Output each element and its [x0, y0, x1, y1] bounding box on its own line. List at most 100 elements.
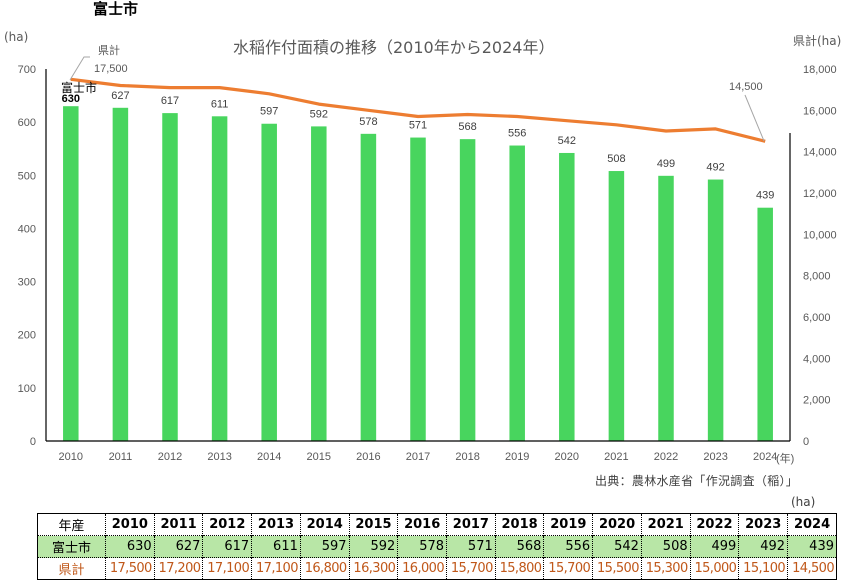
table-cell: 15,000 [689, 557, 739, 580]
table-cell: 15,100 [738, 557, 788, 580]
left-y-tick-label: 0 [30, 436, 36, 448]
table-cell: 17,200 [153, 557, 203, 580]
table-cell: 17,100 [251, 557, 301, 580]
table-year-header: 2016 [397, 513, 447, 536]
x-tick-label: 2022 [654, 451, 678, 463]
x-tick-label: 2014 [257, 451, 281, 463]
bar-value-label: 630 [62, 93, 80, 105]
chart-title: 水稲作付面積の推移（2010年から2024年） [233, 38, 555, 57]
table-cell: 15,800 [494, 557, 544, 580]
table-row-prefecture: 県計 17,500 17,200 17,100 17,100 16,800 16,300 1… [37, 557, 837, 580]
right-y-tick-label: 16,000 [803, 105, 837, 117]
table-cell: 571 [446, 535, 496, 558]
bar-value-label: 556 [508, 128, 526, 140]
table-cell: 630 [105, 535, 155, 558]
leader-line-last [744, 94, 765, 142]
bar-value-label: 542 [558, 135, 576, 147]
right-y-tick-label: 10,000 [803, 229, 837, 241]
table-year-header: 2022 [689, 513, 739, 536]
right-y-tick-label: 6,000 [803, 312, 831, 324]
x-tick-label: 2021 [604, 451, 628, 463]
left-y-tick-label: 200 [18, 330, 36, 342]
table-cell: 439 [787, 535, 837, 558]
data-table: 年産 2010 2011 2012 2013 2014 2015 2016 2017 2018 2… [37, 513, 837, 580]
right-y-tick-label: 0 [803, 436, 809, 448]
bar-2013 [211, 116, 228, 441]
source-note: 出典：農林水産省「作況調査（稲）」 [595, 474, 799, 488]
bar-value-label: 611 [211, 98, 229, 110]
line-series-label: 県計 [98, 43, 120, 57]
table-header-label: 年産 [37, 513, 106, 536]
table-cell: 592 [348, 535, 398, 558]
bar-value-label: 597 [260, 106, 278, 118]
bar-2011 [112, 107, 129, 442]
x-axis-ticks: 2010 2011 2012 2013 2014 2015 2016 2017 2018 2019… [59, 451, 778, 463]
bar-value-label: 492 [706, 162, 724, 174]
bar-2014 [261, 123, 277, 441]
table-cell: 16,800 [299, 557, 350, 580]
left-y-tick-label: 500 [18, 170, 36, 182]
combo-chart: 630 627 617 611 597 592 578 571 568 556 542 508 499 4… [18, 43, 837, 465]
line-series-prefecture [70, 77, 766, 143]
bar-value-label: 617 [161, 95, 179, 107]
table-cell: 627 [153, 535, 203, 558]
table-cell: 492 [738, 535, 788, 558]
left-y-tick-label: 300 [18, 277, 36, 289]
table-year-header: 2010 [105, 513, 155, 536]
x-tick-label: 2016 [356, 451, 380, 463]
bar-2024 [757, 207, 773, 441]
line-first-value-label: 17,500 [94, 63, 128, 75]
table-cell: 15,500 [592, 557, 642, 580]
table-cell: 16,000 [397, 557, 447, 580]
right-axis-unit: 県計(ha) [793, 34, 842, 48]
left-y-tick-label: 100 [18, 383, 36, 395]
bar-value-label: 571 [409, 120, 427, 132]
left-y-tick-label: 700 [18, 64, 36, 76]
table-year-header: 2011 [153, 513, 203, 536]
line-last-value-label: 14,500 [729, 81, 763, 93]
left-axis-ticks: 0 100 200 300 400 500 600 700 [18, 64, 36, 448]
table-cell: 556 [543, 535, 593, 558]
table-year-header: 2014 [299, 513, 350, 536]
x-tick-label: 2020 [555, 451, 579, 463]
table-cell: 617 [202, 535, 252, 558]
right-y-tick-label: 12,000 [803, 188, 837, 200]
x-tick-label: 2018 [455, 451, 479, 463]
left-y-tick-label: 400 [18, 223, 36, 235]
right-y-tick-label: 18,000 [803, 64, 837, 76]
bar-2020 [559, 152, 575, 442]
left-y-tick-label: 600 [18, 117, 36, 129]
table-cell: 499 [689, 535, 739, 558]
table-cell: 15,700 [446, 557, 496, 580]
x-tick-label: 2010 [59, 451, 83, 463]
table-year-header: 2012 [202, 513, 252, 536]
city-title: 富士市 [93, 0, 139, 18]
bar-value-label: 568 [458, 121, 476, 133]
x-tick-label: 2013 [207, 451, 231, 463]
table-year-header: 2020 [592, 513, 642, 536]
table-year-header: 2021 [640, 513, 691, 536]
bar-2018 [459, 139, 476, 442]
table-cell: 14,500 [787, 557, 837, 580]
table-header-row: 年産 2010 2011 2012 2013 2014 2015 2016 2017 2018 2… [37, 513, 837, 536]
bar-value-label: 439 [756, 190, 774, 202]
bar-2016 [360, 133, 377, 441]
table-cell: 508 [640, 535, 691, 558]
bar-2017 [410, 137, 426, 441]
table-cell: 17,500 [105, 557, 155, 580]
leader-line-first [69, 56, 90, 81]
bar-2015 [311, 126, 327, 441]
table-cell: 578 [397, 535, 447, 558]
table-year-header: 2024 [787, 513, 837, 536]
x-tick-label: 2012 [158, 451, 182, 463]
bar-2010 [63, 106, 79, 441]
x-axis-unit: (年) [776, 451, 794, 465]
table-cell: 15,300 [640, 557, 691, 580]
bar-2019 [509, 145, 525, 442]
bar-2022 [658, 175, 674, 441]
table-unit: (ha) [791, 495, 816, 509]
bar-value-label: 592 [310, 108, 328, 120]
table-row-city: 富士市 630 627 617 611 597 592 578 571 568 556 542 508… [37, 535, 837, 558]
x-tick-label: 2019 [505, 451, 529, 463]
right-y-tick-label: 8,000 [803, 271, 831, 283]
